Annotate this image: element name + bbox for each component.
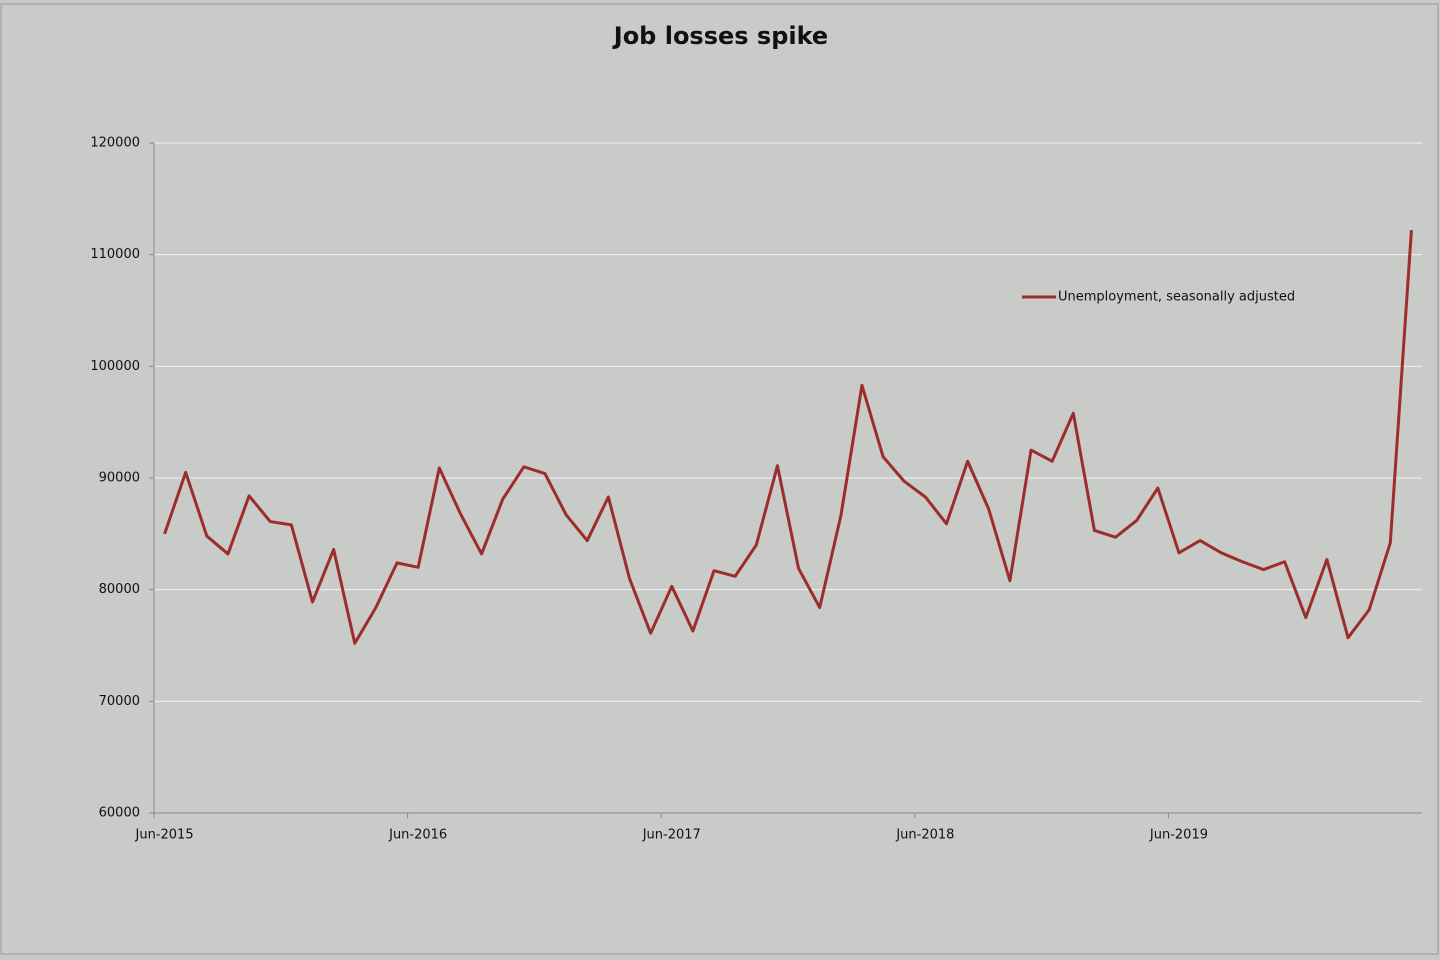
y-tick-label: 100000 [90,359,140,374]
y-tick-label: 70000 [99,694,140,709]
x-tick-label: Jun-2015 [135,828,194,843]
chart-background [0,3,1439,955]
data-line [163,229,1413,645]
y-tick-label: 90000 [99,471,140,486]
x-tick-label: Jun-2019 [1149,828,1208,843]
y-tick-label: 80000 [99,582,140,597]
y-tick-label: 110000 [90,247,140,262]
chart-title: Job losses spike [612,22,828,50]
y-tick-label: 60000 [99,806,140,821]
x-tick-label: Jun-2016 [388,828,447,843]
legend-label: Unemployment, seasonally adjusted [1058,290,1295,305]
y-tick-label: 120000 [90,136,140,151]
x-tick-label: Jun-2018 [895,828,954,843]
x-tick-label: Jun-2017 [642,828,701,843]
